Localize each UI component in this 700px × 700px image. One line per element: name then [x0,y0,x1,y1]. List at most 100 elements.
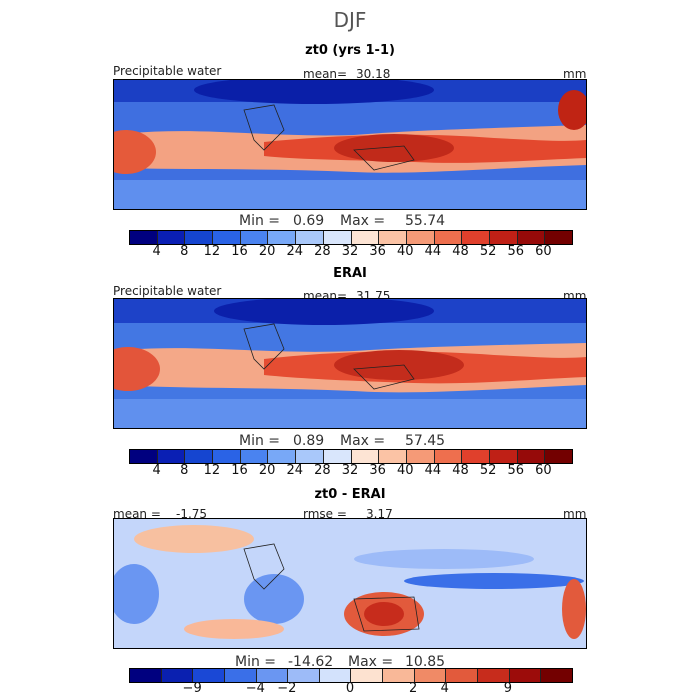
panel3-colorbar-segment [541,669,572,682]
panel3-colorbar-segment [319,669,352,682]
panel3-colorbar-tick: −9 [182,681,202,696]
panel1-colorbar-segment [517,231,546,244]
panel2-min-label: Min = [239,433,281,449]
panel2-variable-label: Precipitable water [113,284,222,298]
panel2-min-value: 0.89 [293,433,325,449]
panel3-heatmap-svg [114,519,586,648]
panel1-east-maximum [558,90,586,130]
panel2-colorbar-segment [130,450,158,463]
panel2-colorbar-tick: 4 [152,463,161,478]
panel2-colorbar-segment [296,450,324,463]
panel3-colorbar-segment [383,669,415,682]
panel3-colorbar-segment [509,669,542,682]
panel2-colorbar-segment [213,450,241,463]
panel1-colorbar-segment [130,231,158,244]
panel2-colorbar-tick: 12 [203,463,221,478]
panel1-heatmap-svg [114,80,586,209]
panel1-colorbar-tick: 52 [479,244,497,259]
panel2-max-value: 57.45 [405,433,446,449]
panel1-colorbar-tick: 24 [286,244,304,259]
panel1-colorbar-segment [351,231,380,244]
panel2-colorbar-tick: 32 [341,463,359,478]
panel3-colorbar-tick: 2 [409,681,418,696]
panel1-colorbar-tick: 28 [314,244,331,259]
panel1-south-band [114,180,586,209]
panel3-colorbar-segment [224,669,257,682]
panel2-colorbar-tick: 52 [479,463,497,478]
panel2-coastline-indonesia [353,364,415,390]
panel2-colorbar-segment [489,450,518,463]
panel3-colorbar-segment [478,669,510,682]
panel1-max-label: Max = [340,213,386,229]
panel1-colorbar-segment [489,231,518,244]
panel1-colorbar-tick: 44 [424,244,442,259]
panel1-amazon-moist [114,130,156,174]
panel1-colorbar-segment [323,231,352,244]
panel2-colorbar-tick: 16 [231,463,248,478]
panel1-colorbar-segment [406,231,435,244]
panel1-colorbar-tick: 16 [231,244,248,259]
figure-title: DJF [333,8,367,32]
panel1-colorbar-tick: 48 [452,244,469,259]
panel2-colorbar-tick: 48 [452,463,469,478]
panel1-max-value: 55.74 [405,213,446,229]
panel3-rmse-value: 3.17 [366,507,393,521]
panel2-colorbar-tick: 28 [314,463,331,478]
panel1-mean-label: mean= [303,67,348,81]
panel3-units: mm [563,507,587,521]
panel1-colorbar-segment [379,231,407,244]
panel1-min-value: 0.69 [293,213,325,229]
panel3-negative-band-2 [404,573,584,589]
panel1-colorbar-segment [296,231,324,244]
panel2-colorbar-segment [545,450,572,463]
panel1-colorbar-segment [268,231,297,244]
panel3-colorbar-tick: −4 [245,681,265,696]
panel1-colorbar-segment [213,231,241,244]
panel3-east-positive [562,579,586,639]
panel3-south-positive [184,619,284,639]
panel3-positive-north [134,525,254,553]
panel1-coastline-indonesia [353,145,415,171]
panel1-min-label: Min = [239,213,281,229]
panel3-colorbar-segment [193,669,225,682]
panel1-warm-pool [334,134,454,162]
panel1-units: mm [563,67,587,81]
panel1-colorbar-tick: 12 [203,244,221,259]
panel3-colorbar-tick: 4 [440,681,449,696]
panel1-colorbar-segment [545,231,572,244]
panel1-colorbar-tick: 36 [369,244,386,259]
panel1-colorbar-segment [157,231,186,244]
panel2-amazon-moist [114,347,160,391]
panel3-min-value: -14.62 [288,654,334,670]
panel1-colorbar-tick: 56 [507,244,525,259]
panel3-america-negative [114,564,159,624]
panel3-colorbar-segment [130,669,162,682]
panel2-colorbar-segment [268,450,297,463]
panel2-colorbar-segment [379,450,407,463]
panel2-colorbar-tick: 36 [369,463,386,478]
panel2-coastline-africa [243,323,285,370]
panel2-colorbar-segment [351,450,380,463]
panel1-colorbar-segment [462,231,490,244]
panel2-colorbar-tick: 44 [424,463,442,478]
panel3-australia-core [364,602,404,626]
panel2-map [113,298,587,429]
panel3-colorbar-tick: −2 [277,681,297,696]
panel3-colorbar-segment [288,669,320,682]
panel1-mean-value: 30.18 [356,67,391,81]
panel3-min-label: Min = [235,654,277,670]
panel3-colorbar [129,668,573,683]
panel3-colorbar-segment [161,669,194,682]
panel3-colorbar-tick: 9 [503,681,512,696]
panel3-colorbar-tick: 0 [345,681,355,696]
panel1-colorbar-tick: 20 [258,244,276,259]
panel3-negative-band-1 [354,549,534,569]
panel1-colorbar-tick: 60 [535,244,552,259]
panel2-title: ERAI [333,266,367,281]
panel2-colorbar-segment [462,450,490,463]
panel1-colorbar-segment [240,231,269,244]
panel3-colorbar-segment [414,669,447,682]
panel2-colorbar-tick: 20 [258,463,276,478]
panel3-coastline-australia [353,596,420,632]
panel2-heatmap-svg [114,299,586,428]
